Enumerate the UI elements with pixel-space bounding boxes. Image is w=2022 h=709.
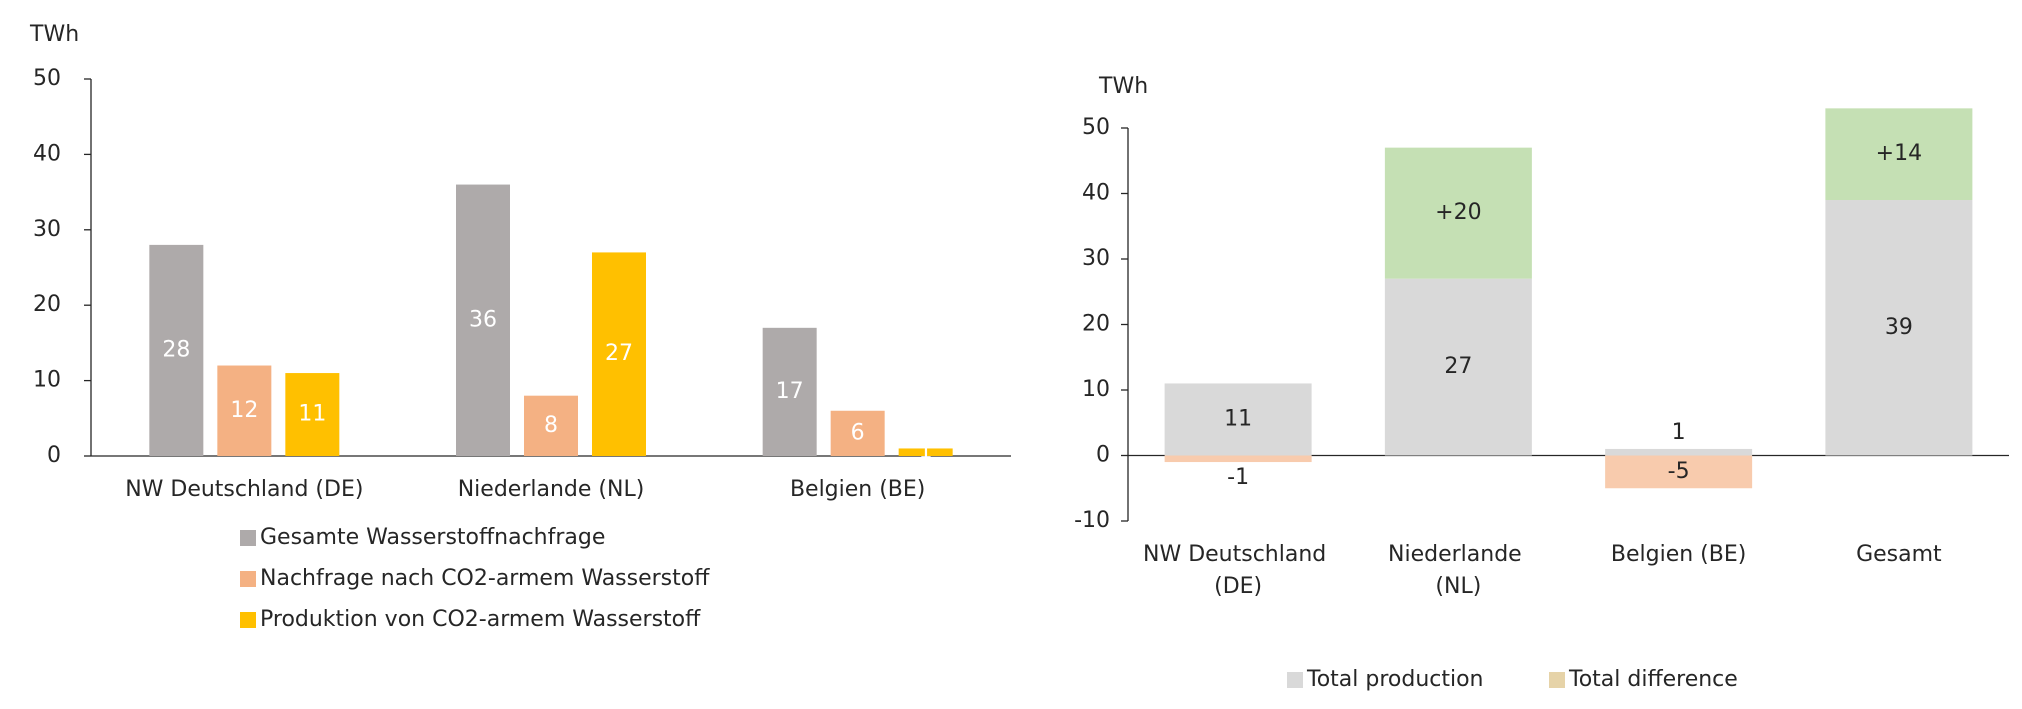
- y-axis-label: TWh: [29, 22, 79, 47]
- y-tick-label: -10: [1074, 508, 1110, 533]
- data-label: 28: [162, 337, 190, 362]
- data-label: +20: [1435, 200, 1481, 225]
- y-tick-label: 20: [33, 292, 61, 317]
- data-label: 1: [919, 439, 933, 464]
- y-tick-label: 50: [33, 66, 61, 91]
- data-label: 8: [544, 413, 558, 438]
- x-tick-label: Gesamt: [1856, 542, 1942, 567]
- data-label: 17: [776, 379, 804, 404]
- data-label: 12: [230, 398, 258, 423]
- y-tick-label: 0: [47, 443, 61, 468]
- legend-label: Total production: [1306, 667, 1484, 692]
- legend-swatch: [240, 571, 256, 587]
- bar-segment: [1164, 383, 1312, 456]
- bar-segment: [1825, 108, 1973, 201]
- legend-label: Produktion von CO2-armem Wasserstoff: [260, 607, 701, 632]
- bar: [592, 252, 646, 456]
- x-tick-label: NW Deutschland (DE): [125, 477, 363, 502]
- data-label: 11: [298, 402, 326, 427]
- y-axis-label: TWh: [1098, 74, 1148, 99]
- y-tick-label: 0: [1096, 443, 1110, 468]
- bar: [898, 448, 953, 456]
- y-tick-label: 50: [1082, 115, 1110, 140]
- y-tick-label: 30: [1082, 246, 1110, 271]
- legend-swatch: [1287, 672, 1303, 688]
- x-tick-label: NW Deutschland (DE): [1143, 542, 1333, 599]
- data-label: 6: [851, 420, 865, 445]
- bar-segment: [1825, 200, 1973, 456]
- data-label: -1: [1227, 465, 1249, 490]
- legend-label: Nachfrage nach CO2-armem Wasserstoff: [260, 566, 710, 591]
- y-tick-label: 30: [33, 217, 61, 242]
- legend-swatch: [1549, 672, 1565, 688]
- bar-segment: [1605, 455, 1753, 489]
- x-tick-label: Belgien (BE): [790, 477, 925, 502]
- bar-segment: [1384, 278, 1532, 456]
- x-tick-label: Niederlande (NL): [1388, 542, 1529, 599]
- y-tick-label: 10: [1082, 377, 1110, 402]
- bar-segment: [1384, 147, 1532, 279]
- x-tick-label: Belgien (BE): [1611, 542, 1746, 567]
- bar: [149, 244, 204, 456]
- y-tick-label: 20: [1082, 312, 1110, 337]
- data-label: 36: [469, 307, 497, 332]
- bar: [456, 184, 510, 456]
- legend-label: Total difference: [1568, 667, 1738, 692]
- y-tick-label: 40: [1082, 181, 1110, 206]
- data-label: 39: [1885, 315, 1913, 340]
- bar: [762, 327, 817, 456]
- legend-label: Gesamte Wasserstoffnachfrage: [260, 525, 605, 550]
- bar-segment: [1164, 455, 1312, 463]
- data-label: 11: [1224, 406, 1252, 431]
- y-tick-label: 10: [33, 368, 61, 393]
- legend-swatch: [240, 530, 256, 546]
- data-label: +14: [1876, 141, 1922, 166]
- bar: [285, 373, 340, 456]
- bar-segment: [1605, 448, 1753, 456]
- y-tick-label: 40: [33, 141, 61, 166]
- data-label: -5: [1668, 459, 1690, 484]
- data-label: 27: [1444, 354, 1472, 379]
- bar: [217, 365, 272, 456]
- legend-swatch: [240, 612, 256, 628]
- bar: [524, 395, 578, 456]
- bar: [830, 410, 885, 456]
- data-label: 27: [605, 341, 633, 366]
- data-label: 1: [1672, 420, 1686, 445]
- x-tick-label: Niederlande (NL): [458, 477, 645, 502]
